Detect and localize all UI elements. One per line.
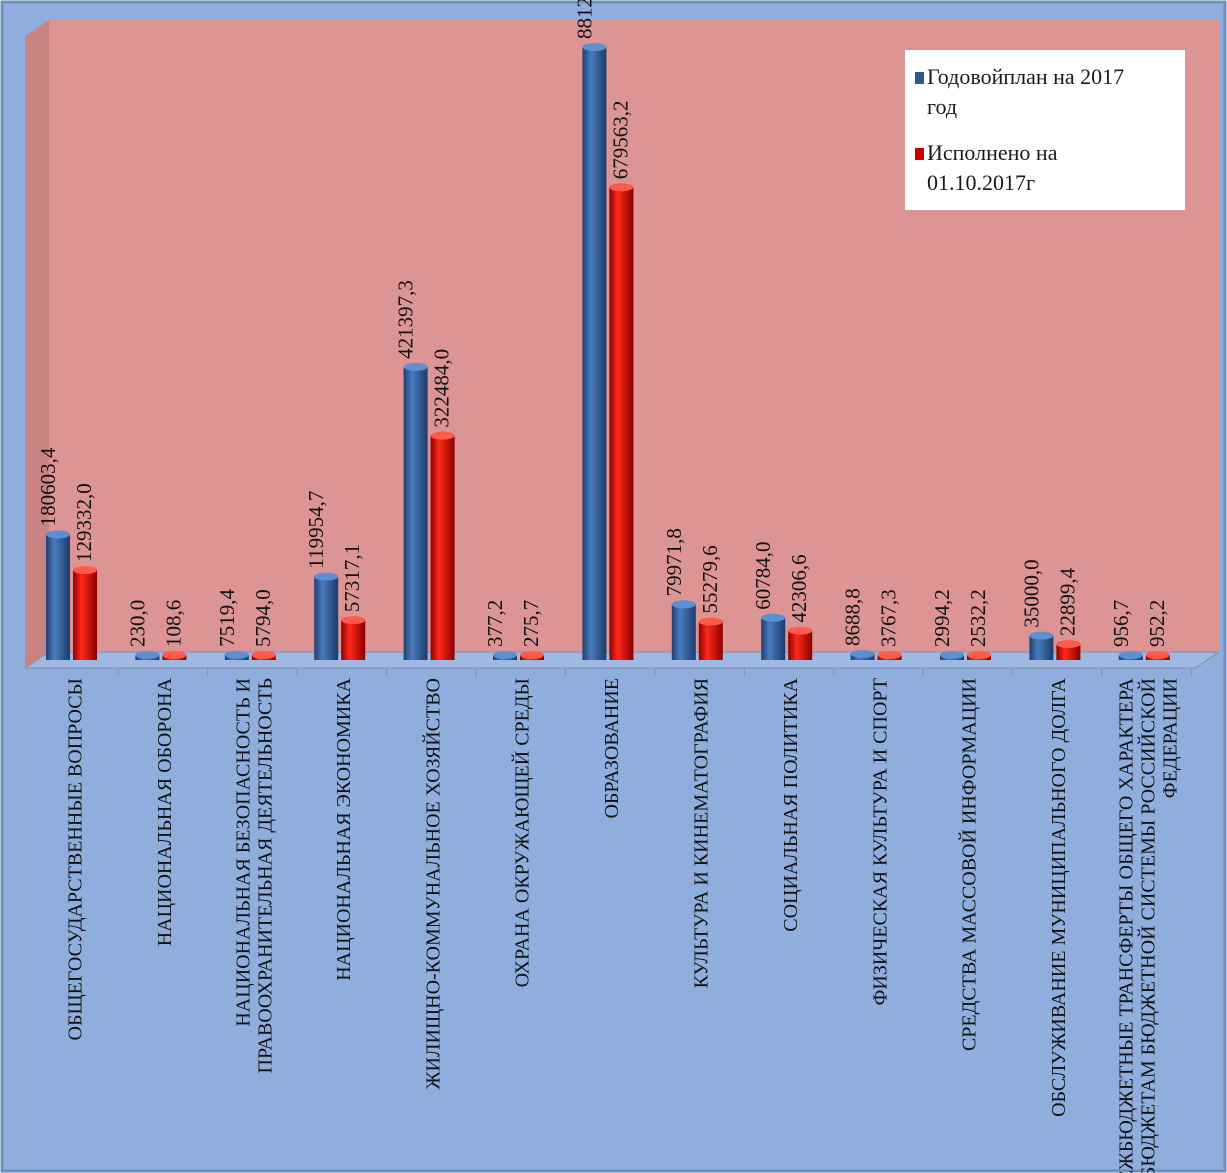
- category-label-12: МЕЖБЮДЖЕТНЫЕ ТРАНСФЕРТЫ ОБЩЕГО ХАРАКТЕРА…: [1116, 677, 1182, 1173]
- bar-top-executed-1: [162, 651, 187, 659]
- data-label-executed-10: 2532,2: [966, 589, 990, 647]
- category-label-7: КУЛЬТУРА И КИНЕМАТОГРАФИЯ: [691, 678, 713, 988]
- category-label-3: НАЦИОНАЛЬНАЯ ЭКОНОМИКА: [333, 677, 355, 980]
- bar-top-executed-8: [788, 626, 813, 635]
- bar-top-plan-9: [850, 649, 875, 658]
- legend-label-plan: Годовойплан на 2017 год: [927, 64, 1125, 119]
- data-label-plan-8: 60784,0: [751, 541, 775, 609]
- data-label-plan-12: 956,7: [1109, 600, 1133, 647]
- legend-item-plan: Годовойплан на 2017 год: [915, 62, 1175, 122]
- data-label-executed-3: 57317,1: [340, 544, 364, 612]
- category-label-11: ОБСЛУЖИВАНИЕ МУНИЦИПАЛЬНОГО ДОЛГА: [1048, 677, 1070, 1116]
- category-label-9: ФИЗИЧЕСКАЯ КУЛЬТУРА И СПОРТ: [869, 678, 891, 1005]
- bar-top-plan-4: [403, 362, 428, 371]
- category-label-6: ОБРАЗОВАНИЕ: [601, 678, 623, 819]
- legend-item-executed: Исполнено на 01.10.2017г: [915, 138, 1175, 198]
- bar-plan-11: [1029, 635, 1054, 660]
- category-label-10: СРЕДСТВА МАССОВОЙ ИНФОРМАЦИИ: [958, 678, 981, 1051]
- bar-top-executed-2: [251, 651, 276, 659]
- category-labels-layer: ОБЩЕГОСУДАРСТВЕННЫЕ ВОПРОСЫ НАЦИОНАЛЬНАЯ …: [65, 668, 1192, 1173]
- plot-side-wall: [25, 20, 49, 668]
- bar-top-plan-3: [314, 572, 339, 581]
- bars-layer: [46, 43, 1170, 660]
- bar-plan-0: [46, 534, 70, 660]
- category-label-1: НАЦИОНАЛЬНАЯ ОБОРОНА: [154, 677, 176, 946]
- data-label-plan-6: 881226,1: [572, 0, 596, 39]
- bar-executed-3: [341, 620, 366, 660]
- data-labels-layer: 180603,4 129332,0 230,0 108,6 7519,4 5794,0 11…: [36, 0, 1169, 647]
- data-label-executed-7: 55279,6: [698, 545, 722, 613]
- bar-plan-3: [314, 576, 339, 660]
- data-label-plan-4: 421397,3: [394, 280, 418, 359]
- bar-executed-0: [73, 570, 97, 660]
- data-label-executed-6: 679563,2: [608, 101, 632, 180]
- data-label-plan-2: 7519,4: [215, 589, 239, 647]
- bar-top-plan-1: [135, 651, 160, 659]
- category-label-2: НАЦИОНАЛЬНАЯ БЕЗОПАСНОСТЬ ИПРАВООХРАНИТЕ…: [233, 678, 277, 1074]
- data-label-executed-4: 322484,0: [430, 349, 454, 428]
- data-label-plan-1: 230,0: [125, 600, 149, 647]
- data-label-executed-11: 22899,4: [1055, 567, 1079, 636]
- data-label-executed-1: 108,6: [161, 600, 185, 647]
- bar-top-executed-9: [877, 651, 902, 659]
- bar-executed-8: [788, 630, 813, 660]
- bar-top-executed-11: [1056, 640, 1081, 649]
- bar-plan-7: [671, 604, 696, 660]
- data-label-executed-9: 3767,3: [877, 589, 901, 647]
- data-label-executed-2: 5794,0: [251, 589, 275, 647]
- bar-plan-4: [403, 366, 428, 660]
- bar-top-executed-6: [609, 183, 634, 192]
- bar-top-plan-11: [1029, 631, 1054, 640]
- data-label-executed-5: 275,7: [519, 600, 543, 647]
- legend-swatch-plan: [915, 72, 924, 84]
- category-label-0: ОБЩЕГОСУДАРСТВЕННЫЕ ВОПРОСЫ: [65, 678, 87, 1040]
- bar-top-plan-6: [582, 43, 607, 51]
- data-label-plan-9: 8688,8: [841, 588, 865, 646]
- data-label-executed-12: 952,2: [1145, 600, 1169, 647]
- data-label-plan-3: 119954,7: [304, 491, 328, 569]
- bar-top-executed-3: [341, 616, 366, 625]
- data-label-executed-0: 129332,0: [72, 483, 96, 562]
- legend-swatch-executed: [915, 148, 924, 160]
- data-label-plan-5: 377,2: [483, 600, 507, 647]
- bar-top-executed-7: [698, 617, 723, 626]
- category-label-5: ОХРАНА ОКРУЖАЮЩЕЙ СРЕДЫ: [511, 678, 534, 987]
- bar-top-executed-5: [520, 651, 544, 659]
- data-label-executed-8: 42306,6: [787, 554, 811, 622]
- bar-plan-6: [582, 47, 607, 660]
- legend-label-executed: Исполнено на 01.10.2017г: [927, 140, 1058, 195]
- bar-top-plan-12: [1118, 651, 1143, 659]
- bar-executed-11: [1056, 644, 1081, 660]
- data-label-plan-7: 79971,8: [662, 528, 686, 596]
- bar-top-plan-7: [671, 600, 696, 609]
- data-label-plan-10: 2994,2: [930, 589, 954, 647]
- data-label-plan-11: 35000,0: [1019, 559, 1043, 627]
- bar-top-executed-4: [430, 431, 455, 440]
- bar-top-plan-0: [46, 530, 70, 539]
- bar-top-executed-0: [73, 566, 97, 575]
- bar-plan-8: [761, 617, 786, 660]
- bar-executed-4: [430, 435, 455, 660]
- bar-top-executed-10: [967, 651, 991, 659]
- legend: Годовойплан на 2017 год Исполнено на 01.…: [905, 50, 1185, 210]
- bar-top-plan-10: [940, 651, 964, 659]
- data-label-plan-0: 180603,4: [36, 447, 60, 526]
- bar-executed-7: [698, 621, 723, 660]
- bar-top-plan-8: [761, 613, 786, 622]
- bar-top-plan-2: [224, 650, 249, 659]
- category-label-4: ЖИЛИЩНО-КОММУНАЛЬНОЕ ХОЗЯЙСТВО: [421, 678, 444, 1089]
- bar-executed-6: [609, 187, 634, 660]
- bar-top-plan-5: [493, 651, 517, 659]
- category-label-8: СОЦИАЛЬНАЯ ПОЛИТИКА: [780, 677, 802, 931]
- bar-top-executed-12: [1145, 651, 1170, 659]
